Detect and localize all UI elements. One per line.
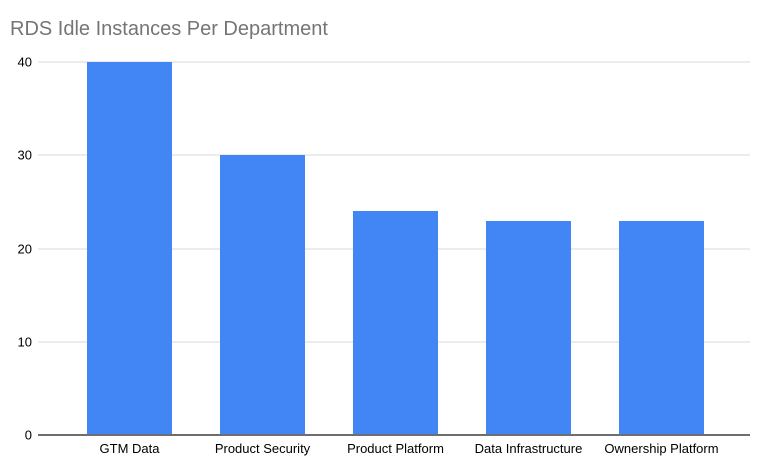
plot-area: 0 10 20 30 40 — [18, 56, 750, 442]
bar-band — [63, 62, 196, 435]
bar-data-infrastructure[interactable] — [486, 220, 571, 435]
bar-ownership-platform[interactable] — [619, 220, 704, 435]
x-tick-label: Product Platform — [347, 441, 444, 456]
x-tick-label: GTM Data — [99, 441, 160, 456]
bar-band — [462, 62, 595, 435]
gridline — [38, 154, 750, 156]
y-tick-label: 30 — [17, 147, 32, 163]
bar-product-platform[interactable] — [353, 211, 438, 435]
x-axis-baseline — [38, 434, 750, 436]
chart-title: RDS Idle Instances Per Department — [10, 18, 328, 40]
gridline — [38, 61, 750, 63]
y-tick-label: 20 — [17, 241, 32, 256]
bar-gtm-data[interactable] — [87, 62, 172, 435]
y-tick-label: 40 — [17, 54, 32, 70]
bar-product-security[interactable] — [220, 155, 305, 435]
bar-band — [595, 62, 728, 435]
bars-area — [63, 62, 728, 435]
x-axis-labels: GTM Data Product Security Product Platform… — [63, 441, 728, 456]
bar-band — [329, 62, 462, 435]
y-tick-label: 10 — [17, 334, 32, 350]
x-tick-label: Product Security — [214, 441, 311, 456]
x-tick-label: Data Infrastructure — [474, 441, 583, 456]
bar-band — [196, 62, 329, 435]
y-tick-label: 0 — [24, 427, 32, 443]
x-tick-label: Ownership Platform — [604, 441, 719, 456]
